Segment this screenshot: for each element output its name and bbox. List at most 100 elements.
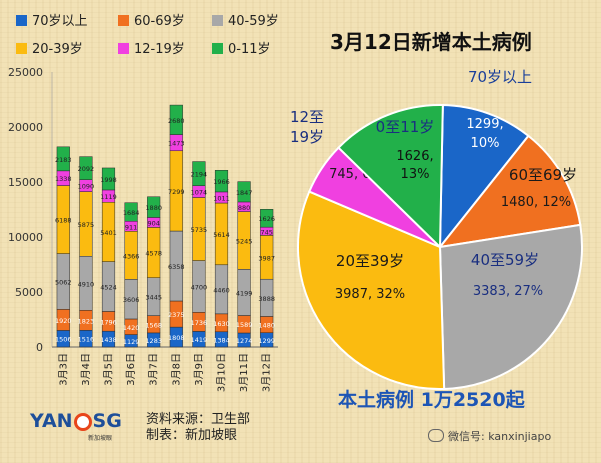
made-by-line: 制表：新加坡眼 <box>146 428 238 443</box>
legend-label: 20-39岁 <box>32 42 83 57</box>
wechat-icon <box>428 429 444 442</box>
x-tick-label: 3月11日 <box>238 353 250 392</box>
bar-segment <box>192 161 206 186</box>
x-tick-label: 3月10日 <box>216 353 228 392</box>
bar-data-label: 5875 <box>78 221 95 229</box>
pie-slice <box>297 190 446 390</box>
legend-label: 40-59岁 <box>228 14 279 29</box>
legend-swatch <box>212 15 223 26</box>
bar-data-label: 7299 <box>168 188 185 196</box>
bar-data-label: 1419 <box>191 336 208 344</box>
legend-swatch <box>16 43 27 54</box>
x-tick-label: 3月9日 <box>193 353 205 386</box>
bar-data-label: 1847 <box>236 189 253 197</box>
legend-swatch <box>212 43 223 54</box>
bar-segment <box>124 202 138 222</box>
pie-title: 3月12日新增本土病例 <box>330 30 532 54</box>
bar-data-label: 4366 <box>123 252 140 260</box>
bar-data-label: 880 <box>238 204 250 212</box>
bar-data-label: 1074 <box>191 189 208 197</box>
bar-data-label: 3987 <box>258 254 275 262</box>
bar-data-label: 2183 <box>55 156 72 164</box>
x-tick-label: 3月7日 <box>148 353 160 386</box>
bar-data-label: 1516 <box>78 336 95 344</box>
pie-name-label: 0至11岁 <box>376 118 435 136</box>
pie-slice <box>337 104 444 250</box>
pie-slice <box>437 134 582 249</box>
x-tick-label: 3月12日 <box>261 353 273 392</box>
legend-item: 70岁以上 <box>16 10 88 29</box>
bar-data-label: 5614 <box>213 231 230 239</box>
bar-data-label: 1438 <box>100 336 117 344</box>
legend-swatch <box>118 15 129 26</box>
bar-data-label: 3445 <box>145 294 162 302</box>
bar-segment <box>56 146 70 172</box>
bar-segment <box>79 156 93 180</box>
bar-data-label: 2375 <box>168 311 185 319</box>
bar-data-label: 1299 <box>258 337 275 345</box>
bar-data-label: 1966 <box>213 178 230 186</box>
legend-item: 40-59岁 <box>212 10 279 29</box>
bar-data-label: 4700 <box>191 283 208 291</box>
pie-name-label: 40至59岁 <box>471 251 539 269</box>
bar-segment <box>237 181 251 203</box>
bar-data-label: 1736 <box>191 319 208 327</box>
pie-name-label: 70岁以上 <box>468 68 532 86</box>
legend-label: 0-11岁 <box>228 42 271 57</box>
pie-name-label: 60至69岁 <box>509 166 577 184</box>
bar-data-label: 3606 <box>123 296 140 304</box>
pie-name-label: 20至39岁 <box>336 252 404 270</box>
bar-data-label: 2680 <box>168 117 185 125</box>
bar-data-label: 5062 <box>55 278 72 286</box>
bar-data-label: 5245 <box>236 237 253 245</box>
bar-data-label: 1823 <box>78 317 95 325</box>
bar-data-label: 1626 <box>258 215 275 223</box>
legend-label: 70岁以上 <box>32 14 88 29</box>
bar-segment <box>214 170 229 193</box>
pie-slice <box>438 104 530 250</box>
bar-data-label: 1274 <box>236 337 253 345</box>
bar-data-label: 1011 <box>213 194 230 202</box>
bar-segment <box>169 104 183 135</box>
x-tick-label: 3月6日 <box>125 353 137 386</box>
bar-data-label: 1880 <box>145 204 162 212</box>
bar-data-label: 4199 <box>236 289 253 297</box>
wechat-id: 微信号: kanxinjiapo <box>428 428 551 444</box>
bar-data-label: 4524 <box>100 284 117 292</box>
bar-data-label: 4910 <box>78 280 95 288</box>
bar-data-label: 1568 <box>145 321 162 329</box>
bar-data-label: 1129 <box>123 338 140 346</box>
bar-data-label: 2194 <box>191 171 208 179</box>
pie-value-label: 3383, 27% <box>473 284 543 299</box>
y-tick-label: 25000 <box>8 66 43 79</box>
x-tick-label: 3月3日 <box>57 353 69 386</box>
x-tick-label: 3月8日 <box>170 353 182 386</box>
bar-data-label: 1283 <box>145 337 162 345</box>
bar-data-label: 1420 <box>123 324 140 332</box>
bar-data-label: 1920 <box>55 317 72 325</box>
y-tick-label: 20000 <box>8 121 43 134</box>
pie-value-label: 1299, 10% <box>466 117 503 151</box>
legend-swatch <box>16 15 27 26</box>
y-tick-label: 5000 <box>15 286 43 299</box>
source-note: 资料来源：卫生部 制表：新加坡眼 <box>146 412 250 444</box>
logo-subtitle: 新加坡眼 <box>88 435 113 442</box>
logo-text-right: SG <box>92 410 122 432</box>
y-tick-label: 10000 <box>8 231 43 244</box>
pie-slice <box>438 223 583 390</box>
bar-data-label: 1506 <box>55 336 72 344</box>
bar-data-label: 1384 <box>213 336 230 344</box>
bar-data-label: 1119 <box>100 193 117 201</box>
bar-data-label: 1480 <box>258 322 275 330</box>
pie-value-label: 3987, 32% <box>335 287 405 302</box>
legend-item: 12-19岁 <box>118 38 185 57</box>
bar-data-label: 4578 <box>145 250 162 258</box>
bar-data-label: 1630 <box>213 320 230 328</box>
bar-data-label: 1090 <box>78 183 95 191</box>
x-tick-label: 3月5日 <box>103 353 115 386</box>
bar-data-label: 1808 <box>168 334 185 342</box>
bar-data-label: 1473 <box>168 140 185 148</box>
source-line: 资料来源：卫生部 <box>146 412 251 427</box>
bar-data-label: 911 <box>125 223 137 231</box>
